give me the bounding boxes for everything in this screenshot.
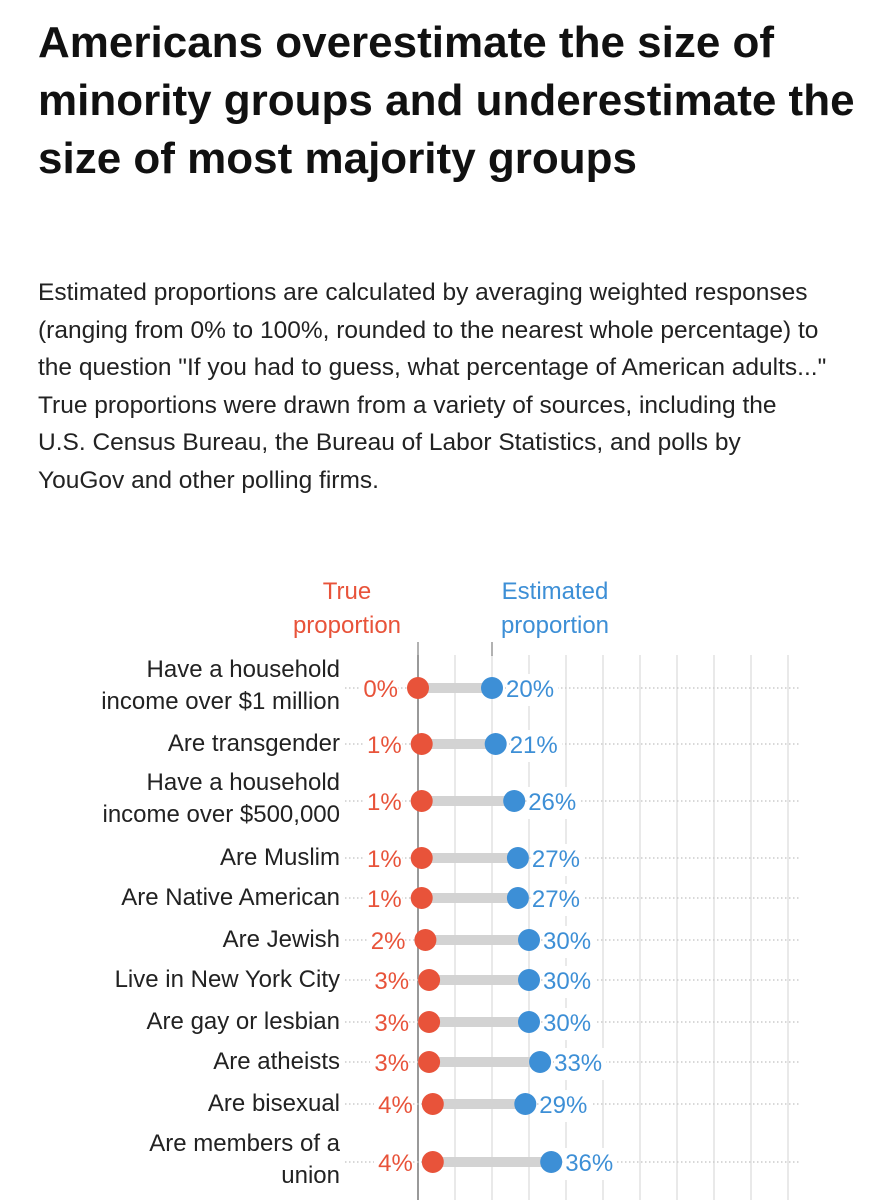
true-dot [410,733,433,755]
category-label: Have a household income over $500,000 [102,769,341,828]
estimated-dot [529,1051,552,1073]
category-label: Are transgender [167,730,340,757]
estimated-dot [540,1151,563,1173]
value-label: 36% [565,1148,618,1180]
category-label: Are members of a union [149,1130,340,1189]
category-label: Are atheists [213,1048,340,1075]
value-label: 30% [543,926,596,958]
value-label: 21% [509,730,562,762]
chart-subtitle: Estimated proportions are calculated by … [38,279,827,494]
value-label: 1% [363,787,402,819]
estimated-dot [518,929,540,951]
category-label: Are Native American [121,884,340,911]
value-label: 27% [531,844,584,876]
value-label: 26% [528,787,581,819]
value-label: 33% [554,1048,607,1080]
category-label: Are Muslim [219,844,340,871]
value-label: 4% [374,1090,413,1122]
estimated-dot [506,847,529,869]
value-label: 3% [370,1048,410,1080]
value-label: 20% [506,674,559,706]
true-dot [421,1093,444,1115]
estimated-dot [518,1011,540,1033]
estimated-dot [481,677,503,699]
value-label: 27% [531,884,584,916]
estimated-dot [503,790,526,812]
true-dot [414,929,437,951]
category-label: Have a household income over $1 million [101,656,340,715]
true-dot [410,887,433,909]
chart-title: Americans overestimate the size of minor… [38,18,855,183]
category-label: Are Jewish [222,926,340,953]
value-label: 29% [539,1090,592,1122]
value-label: 0% [359,674,398,706]
true-dot [418,1051,441,1073]
estimated-dot [514,1093,537,1115]
estimated-dot [506,887,529,909]
estimated-dot [518,969,540,991]
category-label: Are gay or lesbian [146,1008,340,1035]
true-dot [407,677,429,699]
true-dot [418,969,441,991]
estimated-dot [484,733,507,755]
value-label: 4% [374,1148,413,1180]
true-dot [410,790,433,812]
value-label: 30% [543,966,596,998]
value-label: 2% [366,926,406,958]
legend-item: Estimated proportion [500,578,610,639]
true-dot [410,847,433,869]
value-label: 3% [370,1008,410,1040]
value-label: 1% [363,730,402,762]
value-label: 3% [370,966,410,998]
value-label: 1% [363,844,402,876]
category-label: Live in New York City [114,966,340,993]
category-label: Are bisexual [207,1090,340,1117]
value-label: 1% [363,884,402,916]
true-dot [421,1151,444,1173]
true-dot [418,1011,441,1033]
legend-item: True proportion [292,578,402,639]
value-label: 30% [543,1008,596,1040]
